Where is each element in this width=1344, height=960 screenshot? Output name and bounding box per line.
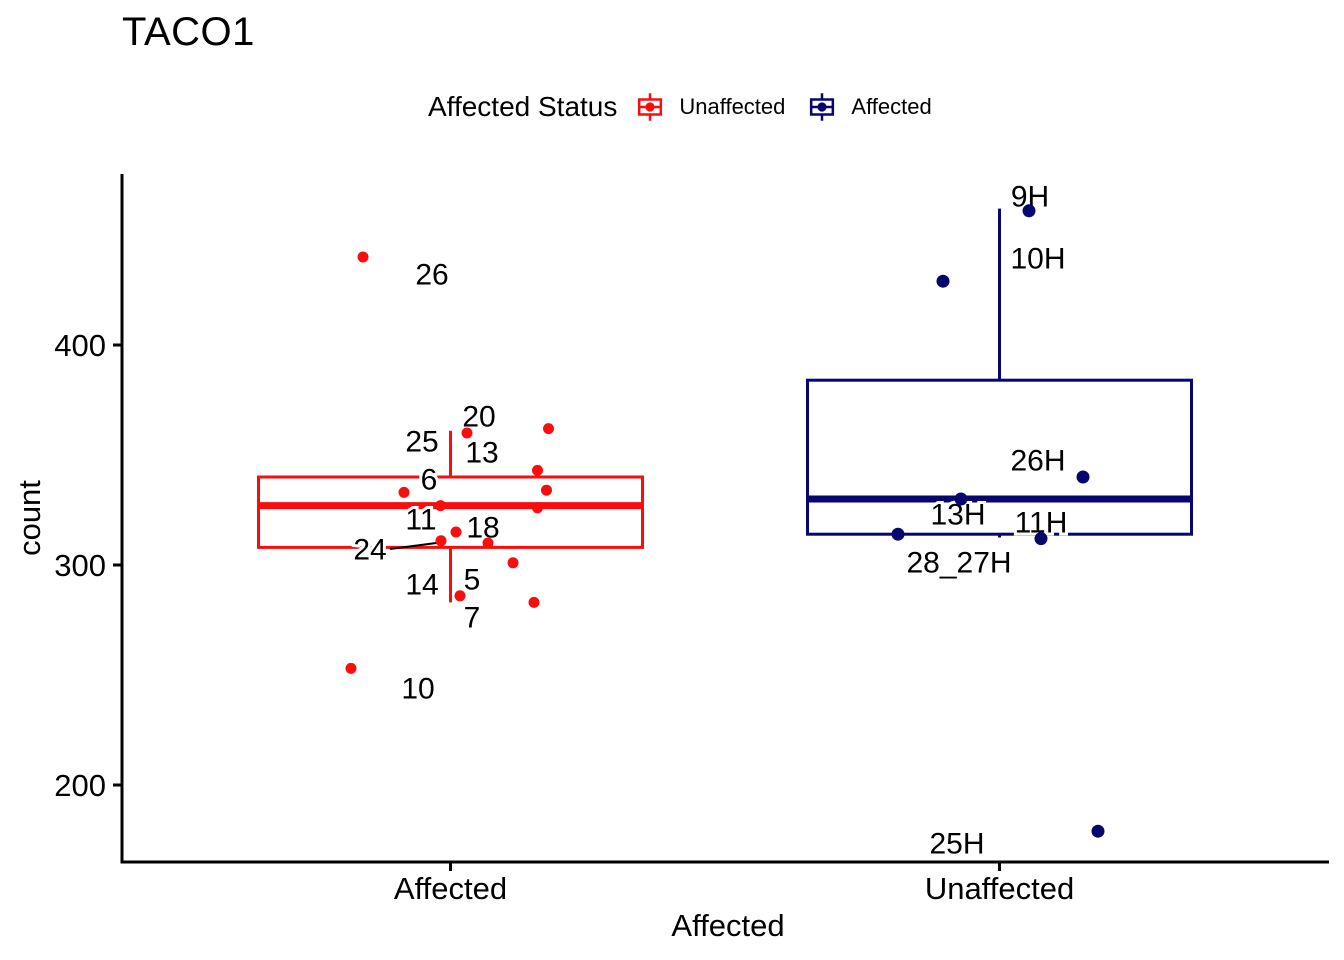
legend-item-label: Unaffected (679, 94, 786, 119)
x-axis-title: Affected (671, 908, 785, 943)
jitter-point-Unaffected (507, 557, 519, 569)
jitter-point-Affected (1076, 470, 1090, 484)
jitter-point-Affected (954, 492, 968, 506)
jitter-point-Unaffected (345, 662, 357, 674)
point-label-13: 13 (465, 437, 498, 470)
legend-item-affected: Affected (807, 92, 932, 122)
point-label-18: 18 (466, 512, 499, 545)
x-tick-label-Unaffected: Unaffected (925, 871, 1074, 906)
point-label-25H: 25H (929, 828, 984, 861)
jitter-point-Affected (1091, 824, 1105, 838)
y-tick-label: 300 (54, 548, 106, 583)
x-tick-label-Affected: Affected (394, 871, 507, 906)
legend-item-unaffected: Unaffected (635, 92, 785, 122)
jitter-point-Unaffected (454, 590, 466, 602)
jitter-point-Affected (1034, 532, 1048, 546)
point-label-10H: 10H (1010, 243, 1065, 276)
point-label-14: 14 (405, 569, 438, 602)
point-label-25: 25 (405, 426, 438, 459)
point-label-7: 7 (464, 602, 481, 635)
plot-title: TACO1 (122, 10, 255, 54)
point-label-5: 5 (464, 564, 481, 597)
jitter-point-Unaffected (450, 526, 462, 538)
jitter-point-Unaffected (532, 502, 543, 514)
boxplot-key-icon (638, 93, 663, 121)
jitter-point-Unaffected (435, 535, 447, 547)
point-label-26H: 26H (1010, 445, 1065, 478)
jitter-point-Affected (891, 527, 905, 541)
jitter-point-Unaffected (398, 486, 410, 498)
legend-item-label: Affected (851, 94, 932, 119)
y-tick-label: 200 (54, 768, 106, 803)
jitter-point-Affected (1022, 204, 1036, 218)
point-label-24: 24 (353, 534, 386, 567)
point-label-28_27H: 28_27H (906, 547, 1011, 580)
point-label-6: 6 (421, 464, 438, 497)
jitter-point-Unaffected (435, 500, 446, 512)
jitter-point-Unaffected (532, 464, 543, 476)
jitter-point-Affected (936, 274, 950, 288)
y-tick-label: 400 (54, 328, 106, 363)
y-axis-title: count (12, 480, 47, 556)
jitter-point-Unaffected (482, 537, 494, 549)
jitter-point-Unaffected (461, 427, 473, 439)
point-label-10: 10 (401, 673, 434, 706)
label-leader-24 (389, 541, 445, 550)
legend: Affected Status Unaffected Affected (428, 84, 954, 130)
box-Unaffected (257, 475, 644, 549)
box-Affected (806, 378, 1193, 536)
jitter-point-Unaffected (541, 484, 552, 496)
boxplot-key-icon (810, 93, 835, 121)
jitter-point-Unaffected (528, 596, 540, 608)
legend-title: Affected Status (428, 91, 618, 122)
point-label-26: 26 (415, 259, 448, 292)
point-label-11: 11 (405, 504, 436, 537)
jitter-point-Unaffected (357, 251, 369, 263)
jitter-point-Unaffected (543, 423, 554, 435)
